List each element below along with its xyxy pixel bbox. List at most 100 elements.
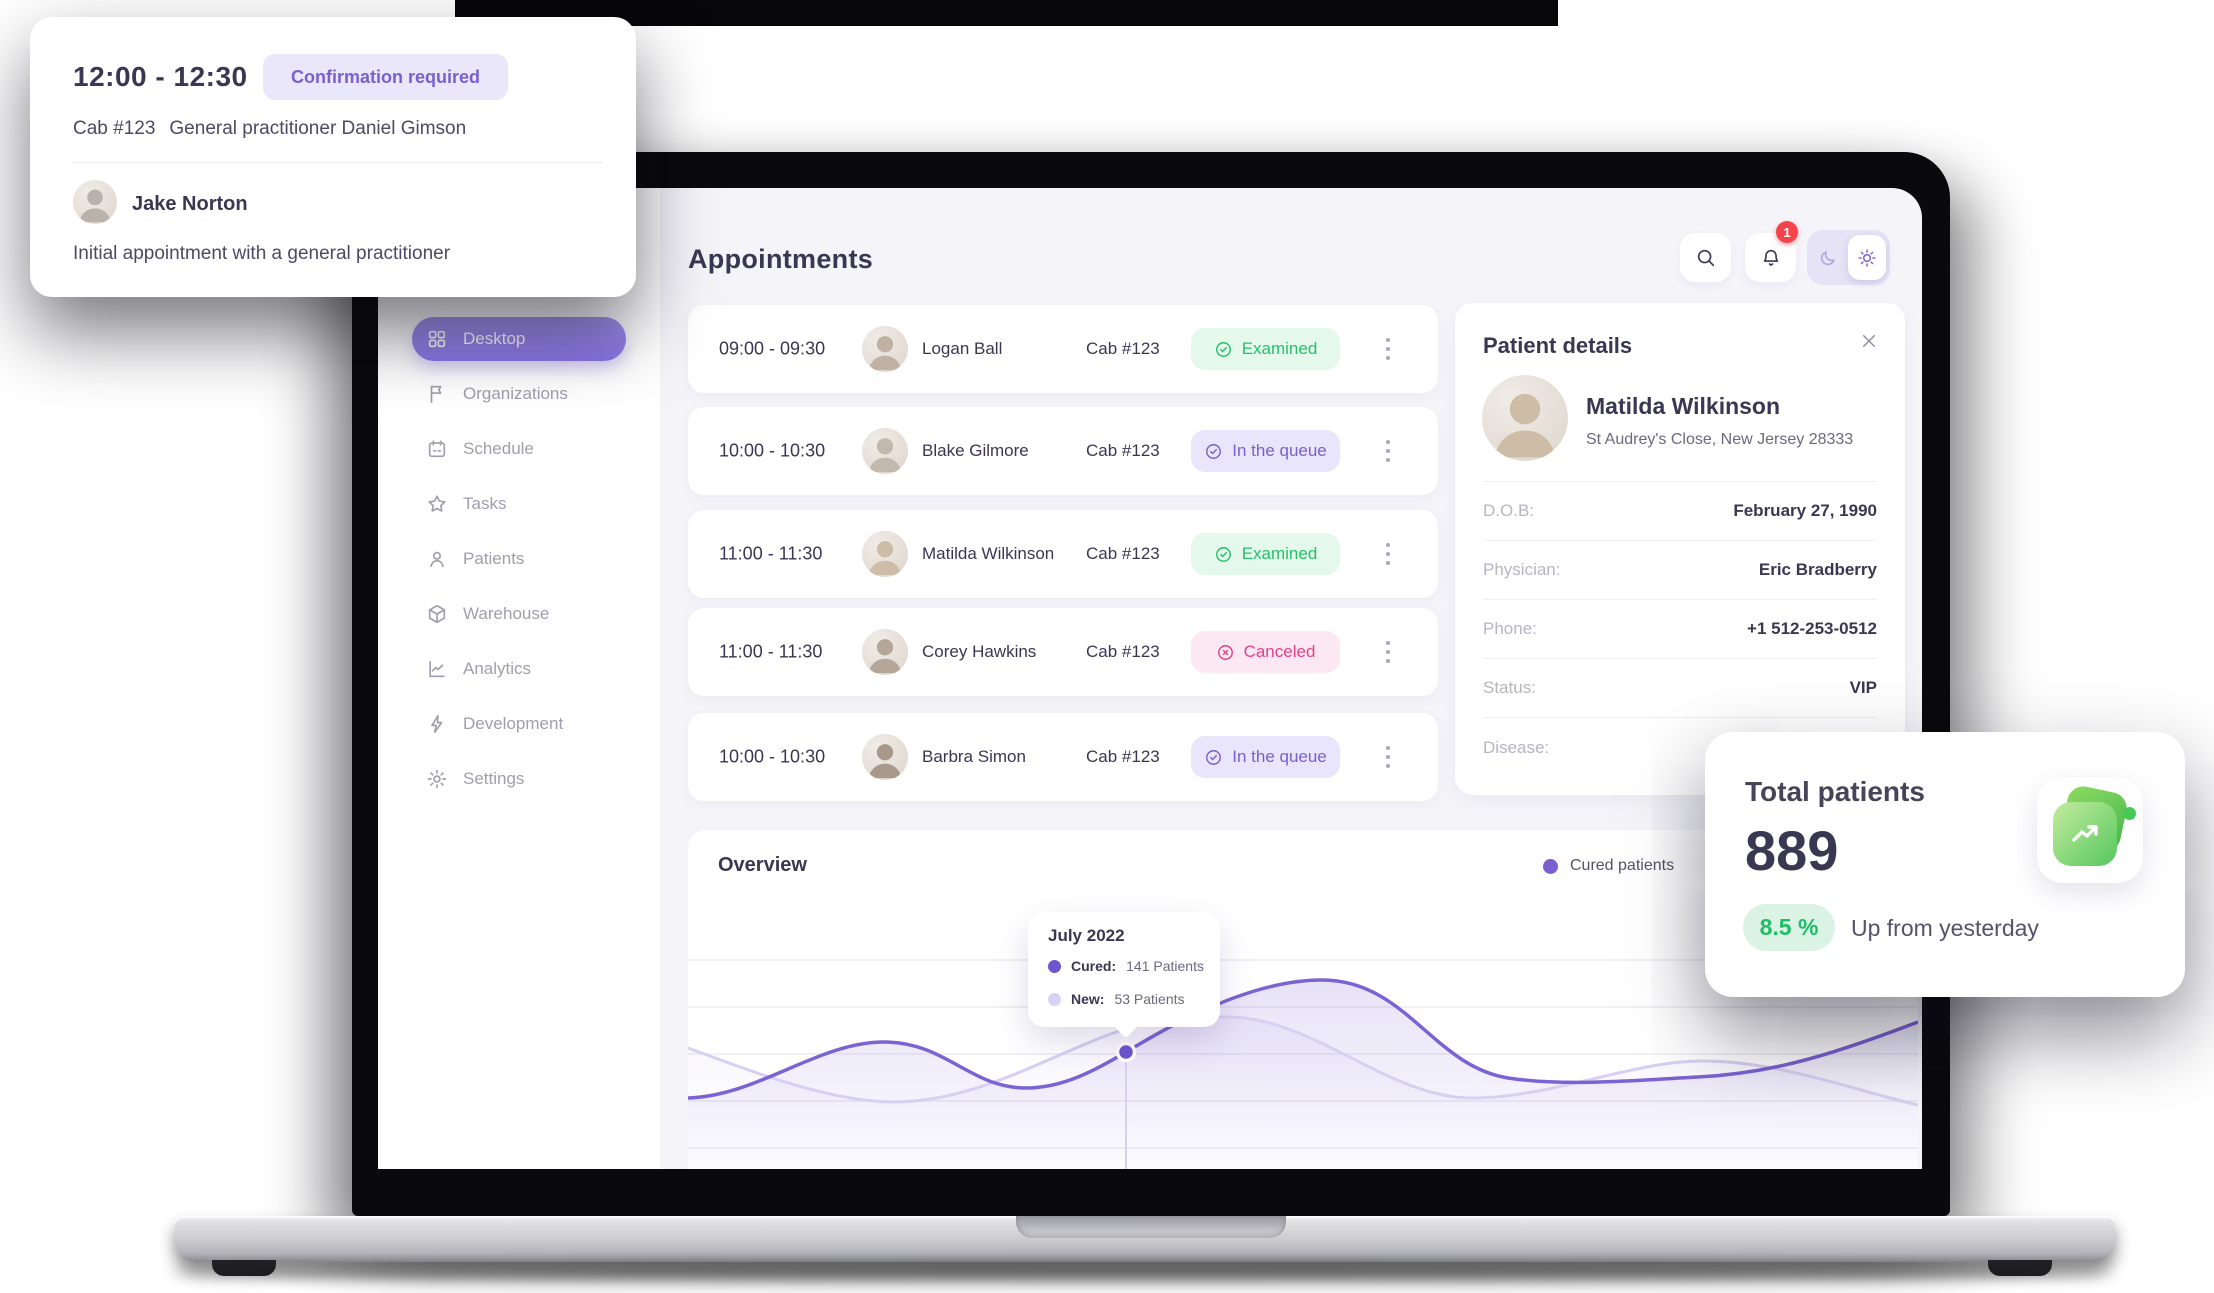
- tooltip-row-cured: Cured: 141 Patients: [1048, 958, 1204, 974]
- line-chart-icon: [429, 660, 445, 678]
- sidebar-item-development[interactable]: Development: [412, 702, 626, 746]
- appointment-time: 09:00 - 09:30: [719, 338, 826, 359]
- notification-count-badge: 1: [1776, 221, 1798, 243]
- package-icon: [428, 604, 446, 624]
- sidebar-item-label: Settings: [463, 769, 525, 788]
- patient-name: Logan Ball: [922, 339, 1003, 358]
- patient-name: Blake Gilmore: [922, 441, 1029, 460]
- laptop-screen: Desktop Organizations Schedule Tasks Pat…: [378, 188, 1922, 1169]
- patients-line-chart: [688, 959, 1918, 1169]
- sidebar-nav: Desktop Organizations Schedule Tasks Pat…: [412, 317, 626, 812]
- avatar: [862, 629, 908, 675]
- appointment-time-range: 12:00 - 12:30: [73, 61, 248, 92]
- star-icon: [428, 495, 446, 512]
- top-shadow-band: [455, 0, 1558, 26]
- cab-number: Cab #123: [1086, 642, 1160, 661]
- total-patients-title: Total patients: [1745, 776, 1925, 807]
- total-patients-value: 889: [1745, 819, 1839, 882]
- appointment-time: 10:00 - 10:30: [719, 440, 826, 461]
- moon-icon: [1820, 250, 1836, 265]
- green-dot: [2123, 807, 2136, 820]
- sidebar-item-analytics[interactable]: Analytics: [412, 647, 626, 691]
- cab-number: Cab #123: [1086, 747, 1160, 766]
- change-note: Up from yesterday: [1851, 915, 2039, 941]
- new-dot: [1048, 992, 1061, 1006]
- lightning-icon: [431, 714, 443, 734]
- patient-name: Jake Norton: [132, 193, 248, 215]
- row-menu-button[interactable]: [1380, 635, 1396, 669]
- sidebar-item-label: Schedule: [463, 439, 534, 458]
- sidebar-item-warehouse[interactable]: Warehouse: [412, 592, 626, 636]
- appointment-time: 11:00 - 11:30: [719, 641, 823, 662]
- cab-number: Cab #123: [73, 118, 156, 139]
- trend-icon-container: [2037, 777, 2143, 883]
- patient-field-dob: D.O.B: February 27, 1990: [1483, 482, 1877, 541]
- legend-dot-cured: [1543, 858, 1558, 874]
- sidebar-item-desktop[interactable]: Desktop: [412, 317, 626, 361]
- page-title: Appointments: [688, 244, 874, 274]
- appointment-row[interactable]: 11:00 - 11:30 Corey Hawkins Cab #123 Can…: [688, 608, 1438, 696]
- appointment-time: 11:00 - 11:30: [719, 543, 823, 564]
- patient-avatar: [73, 180, 117, 224]
- appointment-row[interactable]: 11:00 - 11:30 Matilda Wilkinson Cab #123…: [688, 510, 1438, 598]
- dark-mode-button[interactable]: [1807, 248, 1849, 268]
- row-menu-button[interactable]: [1380, 740, 1396, 774]
- row-menu-button[interactable]: [1380, 434, 1396, 468]
- appointment-row[interactable]: 10:00 - 10:30 Barbra Simon Cab #123 In t…: [688, 713, 1438, 801]
- confirmation-required-badge: Confirmation required: [263, 54, 508, 100]
- status-badge: Examined: [1191, 328, 1340, 370]
- user-icon: [430, 551, 444, 568]
- row-menu-button[interactable]: [1380, 332, 1396, 366]
- appointment-notification-card[interactable]: 12:00 - 12:30 Confirmation required Cab …: [30, 17, 636, 297]
- gear-icon: [427, 769, 447, 789]
- patient-name: Barbra Simon: [922, 747, 1026, 766]
- sidebar-item-patients[interactable]: Patients: [412, 537, 626, 581]
- change-percent-badge: 8.5 %: [1743, 904, 1835, 951]
- cured-dot: [1048, 959, 1061, 973]
- sidebar: Desktop Organizations Schedule Tasks Pat…: [378, 188, 660, 1169]
- divider: [73, 162, 603, 163]
- patient-details-title: Patient details: [1483, 333, 1633, 358]
- laptop-base: [175, 1216, 2115, 1262]
- status-badge: Examined: [1191, 533, 1340, 575]
- theme-toggle[interactable]: [1807, 230, 1890, 285]
- new-patients-line: [688, 1015, 1918, 1107]
- status-badge: Canceled: [1191, 631, 1340, 673]
- close-button[interactable]: [1857, 329, 1881, 353]
- bell-icon: [1763, 249, 1778, 266]
- light-mode-button[interactable]: [1848, 235, 1886, 280]
- sidebar-item-organizations[interactable]: Organizations: [412, 372, 626, 416]
- sidebar-item-label: Patients: [463, 549, 525, 568]
- patient-details-card: Patient details Matilda Wilkinson St Aud…: [1455, 303, 1905, 795]
- cured-patients-area: [688, 980, 1918, 1169]
- patient-name: Corey Hawkins: [922, 642, 1037, 661]
- flag-icon: [430, 385, 442, 404]
- total-patients-card: Total patients 889 8.5 % Up from yesterd…: [1705, 732, 2185, 997]
- check-circle-icon: [1206, 443, 1222, 459]
- row-menu-button[interactable]: [1380, 537, 1396, 571]
- avatar: [862, 326, 908, 372]
- sidebar-item-label: Tasks: [463, 494, 507, 513]
- sun-icon: [1858, 248, 1876, 267]
- patient-address: St Audrey's Close, New Jersey 28333: [1586, 431, 1854, 448]
- chart-tooltip: July 2022 Cured: 141 Patients New: 53 Pa…: [1028, 912, 1220, 1039]
- avatar: [862, 531, 908, 577]
- patient-fields: D.O.B: February 27, 1990 Physician: Eric…: [1483, 481, 1877, 777]
- sidebar-item-settings[interactable]: Settings: [412, 757, 626, 801]
- sidebar-item-label: Analytics: [463, 659, 532, 678]
- patient-field-physician: Physician: Eric Bradberry: [1483, 541, 1877, 600]
- close-icon: [1863, 335, 1875, 347]
- search-icon: [1697, 249, 1714, 266]
- sidebar-item-label: Desktop: [463, 329, 526, 348]
- sidebar-item-tasks[interactable]: Tasks: [412, 482, 626, 526]
- x-circle-icon: [1217, 644, 1233, 660]
- patient-field-phone: Phone: +1 512-253-0512: [1483, 600, 1877, 659]
- sidebar-item-schedule[interactable]: Schedule: [412, 427, 626, 471]
- search-button[interactable]: [1680, 233, 1731, 282]
- appointment-row[interactable]: 09:00 - 09:30 Logan Ball Cab #123 Examin…: [688, 305, 1438, 393]
- appointment-row[interactable]: 10:00 - 10:30 Blake Gilmore Cab #123 In …: [688, 407, 1438, 495]
- laptop-shadow: [170, 1266, 2114, 1280]
- check-circle-icon: [1215, 546, 1231, 562]
- appointment-note: Initial appointment with a general pract…: [73, 243, 451, 264]
